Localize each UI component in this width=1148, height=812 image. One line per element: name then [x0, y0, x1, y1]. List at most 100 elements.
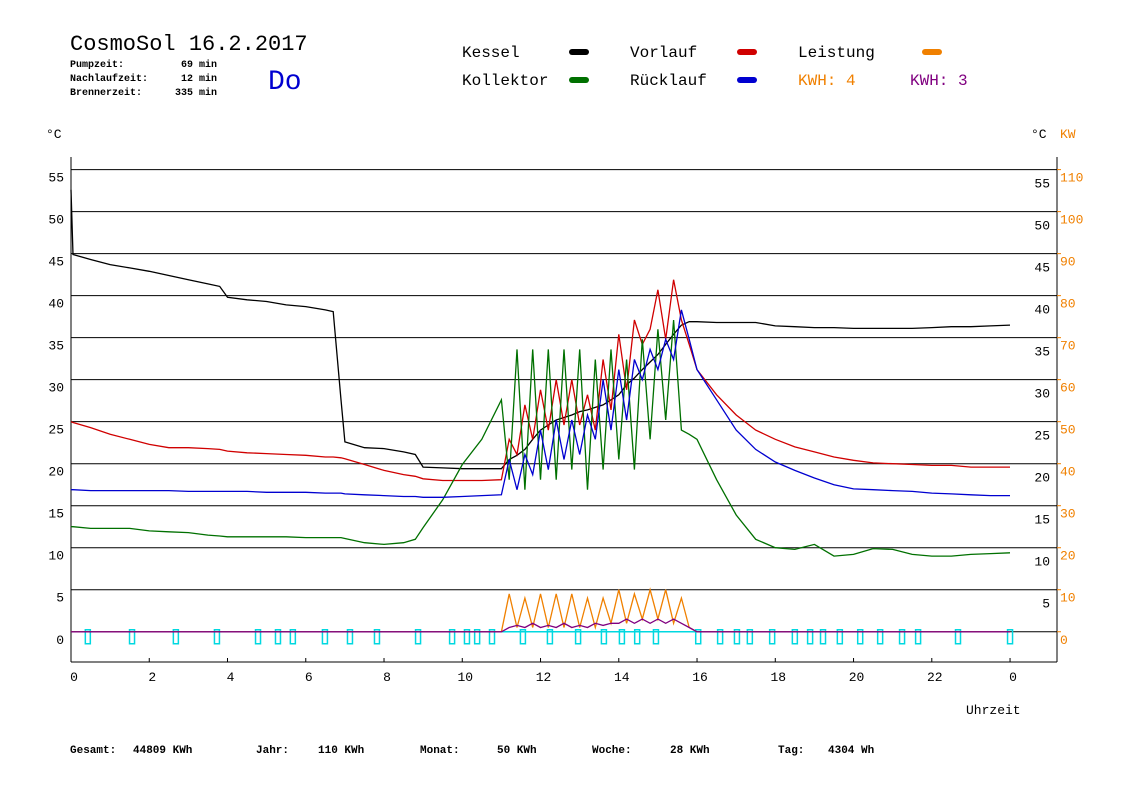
y-tick-label: 35 — [48, 339, 64, 354]
y2-tick-label: 20 — [1060, 549, 1076, 564]
y-tick-label-right: 5 — [1042, 597, 1050, 612]
y2-tick-label: 90 — [1060, 255, 1076, 270]
total-value: 110 KWh — [318, 745, 364, 757]
x-tick-label: 8 — [383, 670, 391, 685]
pump-pulse — [321, 629, 329, 645]
legend-label: Leistung — [798, 44, 875, 62]
pump-pulse — [346, 629, 354, 645]
x-tick-label: 2 — [148, 670, 156, 685]
total-value: 44809 KWh — [133, 745, 192, 757]
y-tick-label-right: 55 — [1034, 177, 1050, 192]
y-tick-label: 5 — [56, 591, 64, 606]
y2-tick-label: 100 — [1060, 213, 1083, 228]
stat-label: Nachlaufzeit: — [70, 73, 148, 85]
pump-pulse — [84, 629, 92, 645]
pump-pulse — [954, 629, 962, 645]
legend-label: Vorlauf — [630, 44, 697, 62]
y2-tick-label: 80 — [1060, 297, 1076, 312]
total-label: Jahr: — [256, 745, 289, 757]
y-tick-label-right: 40 — [1034, 303, 1050, 318]
series-line — [71, 618, 1010, 633]
legend-label: Kessel — [462, 44, 520, 62]
weekday: Do — [268, 67, 302, 98]
total-value: 50 KWh — [497, 745, 537, 757]
pump-pulse — [274, 629, 282, 645]
legend-label: Kollektor — [462, 72, 548, 90]
y-tick-label-right: 50 — [1034, 219, 1050, 234]
y-tick-label-right: 45 — [1034, 261, 1050, 276]
y-tick-label-right: 20 — [1034, 471, 1050, 486]
pump-pulse — [716, 629, 724, 645]
total-value: 28 KWh — [670, 745, 710, 757]
y2-tick-label: 10 — [1060, 591, 1076, 606]
series-line — [70, 189, 1011, 470]
x-tick-label: 16 — [692, 670, 708, 685]
pump-pulse — [806, 629, 814, 645]
stat-value: 69 min — [181, 59, 217, 71]
pump-pulse — [463, 629, 471, 645]
y2-tick-label: 50 — [1060, 423, 1076, 438]
total-label: Gesamt: — [70, 745, 116, 757]
pump-pulse — [519, 629, 527, 645]
pump-pulse — [746, 629, 754, 645]
pump-pulse — [448, 629, 456, 645]
total-label: Tag: — [778, 745, 804, 757]
stat-label: Pumpzeit: — [70, 59, 124, 71]
y2-tick-label: 60 — [1060, 381, 1076, 396]
pump-pulse — [819, 629, 827, 645]
pump-pulse — [254, 629, 262, 645]
pump-pulse — [488, 629, 496, 645]
x-tick-label: 14 — [614, 670, 630, 685]
pump-pulse — [733, 629, 741, 645]
pump-pulse — [898, 629, 906, 645]
pump-pulse — [289, 629, 297, 645]
total-value: 4304 Wh — [828, 745, 874, 757]
y2-tick-label: 0 — [1060, 633, 1068, 648]
x-tick-label: 10 — [457, 670, 473, 685]
x-tick-label: 0 — [1009, 670, 1017, 685]
x-tick-label: 20 — [849, 670, 865, 685]
stat-value: 12 min — [181, 73, 217, 85]
y-tick-label: 55 — [48, 171, 64, 186]
series-line — [71, 587, 1010, 633]
pump-pulse — [600, 629, 608, 645]
pump-pulse — [836, 629, 844, 645]
pump-pulse — [414, 629, 422, 645]
y2-unit: KW — [1060, 127, 1076, 142]
y-tick-label: 25 — [48, 423, 64, 438]
total-label: Woche: — [592, 745, 632, 757]
y-tick-label-right: 25 — [1034, 429, 1050, 444]
y-tick-label: 10 — [48, 549, 64, 564]
pump-pulse — [914, 629, 922, 645]
x-tick-label: 12 — [536, 670, 552, 685]
x-tick-label: 0 — [70, 670, 78, 685]
y-tick-label: 30 — [48, 381, 64, 396]
y-unit: °C — [46, 127, 62, 142]
pump-pulse — [791, 629, 799, 645]
y-tick-label-right: 30 — [1034, 387, 1050, 402]
stat-value: 335 min — [175, 87, 217, 99]
pump-pulse — [1006, 629, 1014, 645]
x-tick-label: 6 — [305, 670, 313, 685]
pump-pulse — [633, 629, 641, 645]
pump-pulse — [856, 629, 864, 645]
x-tick-label: 18 — [770, 670, 786, 685]
y-tick-label: 40 — [48, 297, 64, 312]
pump-pulse — [473, 629, 481, 645]
y-tick-label-right: 15 — [1034, 513, 1050, 528]
pump-pulse — [373, 629, 381, 645]
legend-label: Rücklauf — [630, 72, 707, 90]
annotation: KWH: 4 — [798, 72, 856, 90]
total-label: Monat: — [420, 745, 460, 757]
x-axis-label: Uhrzeit — [966, 703, 1021, 718]
pump-pulse — [618, 629, 626, 645]
pump-pulse — [652, 629, 660, 645]
y-tick-label: 0 — [56, 633, 64, 648]
y-tick-label: 20 — [48, 465, 64, 480]
pump-pulse — [574, 629, 582, 645]
y2-tick-label: 40 — [1060, 465, 1076, 480]
pump-pulse — [172, 629, 180, 645]
y2-tick-label: 70 — [1060, 339, 1076, 354]
series-line — [70, 279, 1010, 482]
